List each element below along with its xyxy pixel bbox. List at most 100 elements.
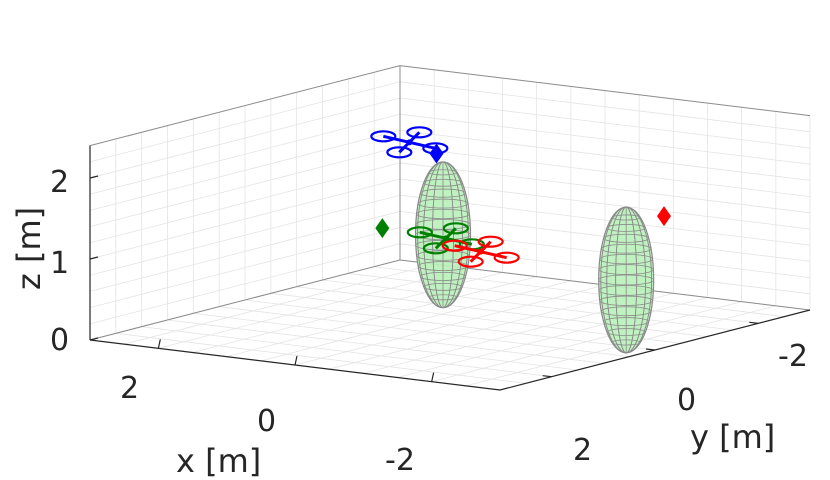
- floor-grid-line: [260, 280, 571, 362]
- ellipsoid-latitude-line: [606, 224, 646, 232]
- quadrotor-drone: [441, 235, 520, 268]
- y-axis-label: y [m]: [690, 418, 775, 456]
- ellipsoid-latitude-line: [603, 233, 650, 243]
- drone-rotor: [493, 251, 520, 264]
- ellipsoid-latitude-line: [598, 264, 654, 275]
- drone-rotor: [386, 146, 413, 159]
- y-axis-ticks: -2 0 2: [573, 339, 808, 468]
- drone-rotor: [422, 242, 449, 255]
- wall-x-grid-line: [89, 81, 401, 163]
- z-tick-label: 2: [50, 165, 69, 200]
- x-tick-mark: [645, 348, 656, 351]
- ellipsoid-latitude-line: [599, 253, 653, 265]
- ellipsoid-2: [598, 206, 655, 354]
- ellipsoid-latitude-line: [603, 317, 650, 327]
- drone-rotor: [406, 126, 433, 139]
- x-tick-mark: [542, 375, 552, 378]
- drone-arm: [480, 250, 508, 260]
- drone-rotor: [457, 255, 484, 268]
- ellipsoid-latitude-line: [599, 295, 653, 306]
- drone-arm: [382, 134, 410, 144]
- drone-rotor: [441, 239, 468, 252]
- wall-y-grid-line: [399, 113, 811, 165]
- ellipsoid-latitude-line: [598, 285, 654, 296]
- wall-x-grid-line: [89, 146, 401, 227]
- ellipsoid-latitude-line: [416, 208, 470, 220]
- floor-grid-line: [397, 297, 708, 378]
- wall-y-grid-line: [399, 162, 811, 214]
- wall-x-grid-line: [89, 194, 401, 276]
- drone-arm: [408, 140, 436, 150]
- ellipsoid-latitude-line: [420, 271, 466, 281]
- z-tick-label: 1: [50, 246, 69, 281]
- drone-body: [442, 235, 449, 242]
- ellipsoid-latitude-line: [417, 198, 469, 209]
- goal-marker: [657, 206, 671, 227]
- quadrotor-drone: [406, 222, 485, 255]
- wall-x-grid-line: [89, 243, 401, 325]
- ellipsoid-latitude-line: [428, 294, 458, 301]
- wall-x-grid-line: [89, 130, 401, 211]
- ellipsoid-latitude-line: [598, 274, 655, 286]
- floor-grid-line: [226, 276, 537, 358]
- box-edge: [399, 65, 811, 117]
- floor-grid-line: [329, 288, 640, 370]
- box-edge: [89, 65, 401, 147]
- drone-body: [406, 139, 413, 146]
- y-tick-mark: [294, 355, 298, 366]
- ellipsoid-meridian-line: [600, 206, 652, 354]
- floor-grid-line: [124, 263, 435, 345]
- wall-x-grid-line: [89, 162, 401, 244]
- drone-rotor: [370, 130, 397, 143]
- ellipsoid-1: [414, 161, 472, 309]
- ellipsoid-latitude-line: [600, 306, 652, 317]
- wall-y-grid-line: [399, 81, 811, 133]
- x-tick-label: 0: [257, 404, 276, 439]
- wall-y-grid-line: [399, 178, 811, 230]
- drone-rotor: [406, 226, 433, 239]
- ellipsoid-meridian-line: [417, 161, 469, 309]
- drone-arm: [419, 230, 447, 240]
- z-tick-label: 0: [50, 323, 69, 358]
- y-tick-mark: [431, 372, 435, 382]
- floor-grid-line: [294, 284, 606, 366]
- wall-x-grid-line: [89, 211, 401, 292]
- drone-rotor: [442, 222, 469, 235]
- plot-marks: [370, 126, 671, 354]
- drone-series: [375, 218, 485, 255]
- x-tick-mark: [749, 321, 759, 324]
- goal-marker: [375, 218, 390, 239]
- ellipsoid-latitude-line: [428, 169, 458, 176]
- y-tick-label: -2: [778, 339, 808, 374]
- drone-arm: [454, 244, 482, 254]
- x-axis-ticks: 2 0 -2: [120, 371, 415, 478]
- ellipsoid-latitude-line: [611, 339, 641, 346]
- ellipsoid-latitude-line: [600, 243, 652, 254]
- x-tick-label: -2: [385, 443, 415, 478]
- wall-x-grid-line: [89, 113, 401, 195]
- y-tick-label: 2: [573, 433, 592, 468]
- z-axis-ticks: 0 1 2: [50, 165, 69, 358]
- ellipsoid-latitude-line: [611, 214, 641, 221]
- wall-x-grid-line: [89, 227, 401, 308]
- ellipsoid-latitude-line: [423, 283, 463, 291]
- wall-y-grid-line: [399, 97, 811, 149]
- ellipsoid-latitude-line: [606, 328, 646, 336]
- drone-body: [477, 248, 484, 255]
- x-tick-label: 2: [120, 371, 139, 406]
- z-tick-mark: [89, 256, 99, 260]
- ellipsoid-latitude-line: [420, 188, 466, 198]
- wall-x-grid-line: [89, 178, 401, 260]
- box-edge: [89, 259, 401, 341]
- ellipsoid-latitude-line: [423, 178, 463, 187]
- drone-series: [370, 126, 449, 164]
- floor-grid-line: [431, 301, 742, 383]
- drone-rotor: [477, 235, 504, 248]
- z-tick-mark: [89, 175, 99, 179]
- floor-grid-line: [158, 267, 469, 349]
- x-axis-label: x [m]: [176, 442, 261, 480]
- wall-y-grid-line: [399, 130, 811, 181]
- y-tick-mark: [157, 339, 161, 349]
- z-tick-mark: [89, 337, 99, 341]
